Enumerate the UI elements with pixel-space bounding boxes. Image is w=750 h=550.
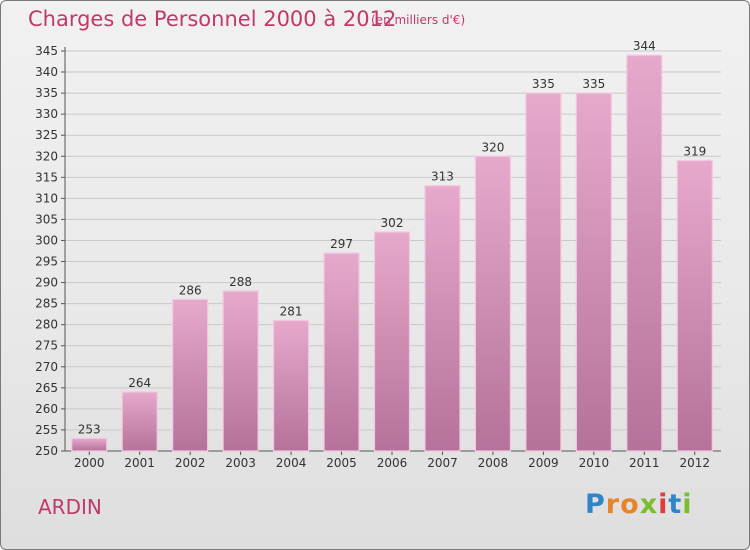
x-tick-label: 2010 xyxy=(579,456,610,470)
x-tick-label: 2011 xyxy=(629,456,660,470)
y-tick-label: 270 xyxy=(35,360,58,374)
logo-letter: i xyxy=(682,489,693,520)
y-tick-label: 305 xyxy=(35,212,58,226)
y-tick-label: 255 xyxy=(35,423,58,437)
data-label: 281 xyxy=(280,304,303,318)
y-tick-label: 345 xyxy=(35,44,58,58)
x-tick-label: 2008 xyxy=(478,456,509,470)
logo-letter: o xyxy=(620,489,640,520)
chart-title: Charges de Personnel 2000 à 2012 xyxy=(28,7,397,31)
y-tick-label: 290 xyxy=(35,276,58,290)
chart-subtitle: (en milliers d'€) xyxy=(371,13,466,27)
bar xyxy=(323,252,360,452)
x-tick-label: 2002 xyxy=(175,456,206,470)
data-label: 286 xyxy=(179,283,202,297)
data-labels: 253 264 286 288 281 297 302 313 320 335 335 344 319 xyxy=(78,39,706,436)
data-label: 264 xyxy=(128,376,151,390)
bar xyxy=(424,185,461,452)
logo-letter: t xyxy=(668,489,683,520)
y-tick-label: 250 xyxy=(35,444,58,458)
data-label: 302 xyxy=(381,216,404,230)
y-tick-label: 330 xyxy=(35,107,58,121)
bar xyxy=(474,155,512,452)
data-label: 253 xyxy=(78,422,101,436)
logo-letter: r xyxy=(605,489,621,520)
logo-letter: P xyxy=(585,489,606,520)
x-tick-label: 2006 xyxy=(377,456,408,470)
x-tick-label: 2004 xyxy=(276,456,307,470)
y-tick-label: 265 xyxy=(35,381,58,395)
bar xyxy=(222,290,259,452)
data-label: 319 xyxy=(683,144,706,158)
x-tick-label: 2009 xyxy=(528,456,559,470)
y-tick-label: 260 xyxy=(35,402,58,416)
bar xyxy=(172,298,209,452)
data-label: 288 xyxy=(229,275,252,289)
bar xyxy=(272,319,310,452)
bar xyxy=(373,231,411,452)
x-tick-label: 2001 xyxy=(124,456,155,470)
bar xyxy=(121,391,158,452)
bar xyxy=(626,54,663,452)
data-label: 320 xyxy=(481,140,504,154)
y-tick-label: 275 xyxy=(35,339,58,353)
logo-letter: x xyxy=(639,489,659,520)
y-tick-label: 280 xyxy=(35,318,58,332)
y-tick-label: 320 xyxy=(35,149,58,163)
y-tick-label: 315 xyxy=(35,170,58,184)
y-tick-label: 285 xyxy=(35,297,58,311)
data-label: 313 xyxy=(431,170,454,184)
bar xyxy=(676,159,713,452)
bar xyxy=(575,92,612,452)
y-tick-label: 340 xyxy=(35,65,58,79)
x-tick-label: 2003 xyxy=(225,456,256,470)
x-tick-label: 2005 xyxy=(326,456,357,470)
y-tick-label: 295 xyxy=(35,255,58,269)
data-label: 335 xyxy=(582,77,605,91)
y-tick-label: 325 xyxy=(35,128,58,142)
y-tick-label: 310 xyxy=(35,191,58,205)
x-tick-label: 2007 xyxy=(427,456,458,470)
x-tick-labels: 2000 2001 2002 2003 2004 2005 2006 2007 2008 2009… xyxy=(74,456,710,470)
x-tick-label: 2012 xyxy=(679,456,710,470)
data-label: 335 xyxy=(532,77,555,91)
y-tick-label: 335 xyxy=(35,86,58,100)
logo-letter: i xyxy=(658,489,669,520)
x-tick-label: 2000 xyxy=(74,456,105,470)
bar xyxy=(71,437,108,452)
y-tick-labels: 250 255 260 265 270 275 280 285 290 295 300 305 310 3… xyxy=(35,44,58,458)
proxiti-logo: Proxiti xyxy=(585,489,693,520)
commune-name: ARDIN xyxy=(38,495,102,519)
data-label: 344 xyxy=(633,39,656,53)
y-tick-label: 300 xyxy=(35,233,58,247)
bar xyxy=(525,92,562,452)
data-label: 297 xyxy=(330,237,353,251)
bars xyxy=(71,54,713,452)
